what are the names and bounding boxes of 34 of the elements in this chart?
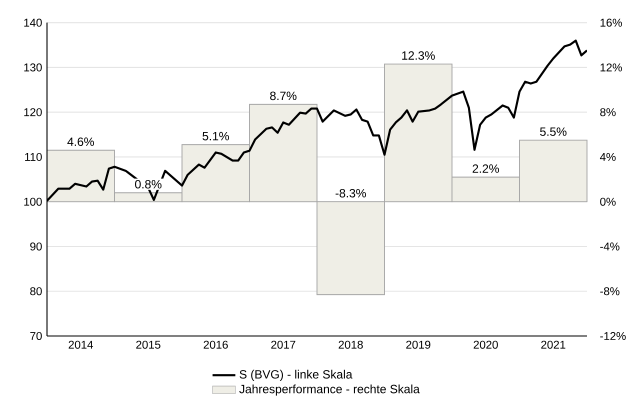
y-tick-label: 70 xyxy=(30,332,42,340)
x-tick-label: 2016 xyxy=(204,340,228,349)
data-label: 5.1% xyxy=(202,132,229,140)
data-label: -8.3% xyxy=(336,188,366,198)
y2-tick-label: 12% xyxy=(600,63,622,72)
y2-tick-label: 16% xyxy=(600,18,622,27)
y-tick-label: 80 xyxy=(30,287,42,296)
y2-tick-label: -12% xyxy=(600,332,626,340)
data-label: 8.7% xyxy=(270,92,296,100)
x-tick-label: 2020 xyxy=(474,340,498,349)
data-label: 4.6% xyxy=(67,137,94,146)
x-tick-label: 2021 xyxy=(541,340,566,349)
y2-tick-label: 4% xyxy=(600,152,616,161)
y-tick-label: 90 xyxy=(30,242,42,250)
legend-label: S (BVG) - linke Skala xyxy=(240,370,352,381)
y2-tick-label: -4% xyxy=(600,242,620,250)
data-label: 0.8% xyxy=(135,180,162,189)
y2-tick-label: -8% xyxy=(600,287,620,296)
data-label: 12.3% xyxy=(402,51,435,60)
y2-tick-label: 0% xyxy=(600,198,616,206)
x-tick-label: 2014 xyxy=(68,340,94,349)
y-tick-label: 120 xyxy=(24,108,42,116)
x-tick-label: 2015 xyxy=(136,340,160,349)
y-tick-label: 100 xyxy=(24,198,42,206)
y-tick-label: 140 xyxy=(24,18,42,27)
y2-tick-label: 8% xyxy=(600,108,616,116)
x-tick-label: 2018 xyxy=(338,340,363,349)
y-tick-label: 130 xyxy=(24,63,42,72)
x-tick-label: 2019 xyxy=(406,340,430,349)
y-tick-label: 110 xyxy=(25,152,42,161)
data-label: 2.2% xyxy=(472,164,499,173)
legend-label: Jahresperformance - rechte Skala xyxy=(239,384,420,396)
data-label: 5.5% xyxy=(540,127,566,136)
x-tick-label: 2017 xyxy=(271,340,296,349)
